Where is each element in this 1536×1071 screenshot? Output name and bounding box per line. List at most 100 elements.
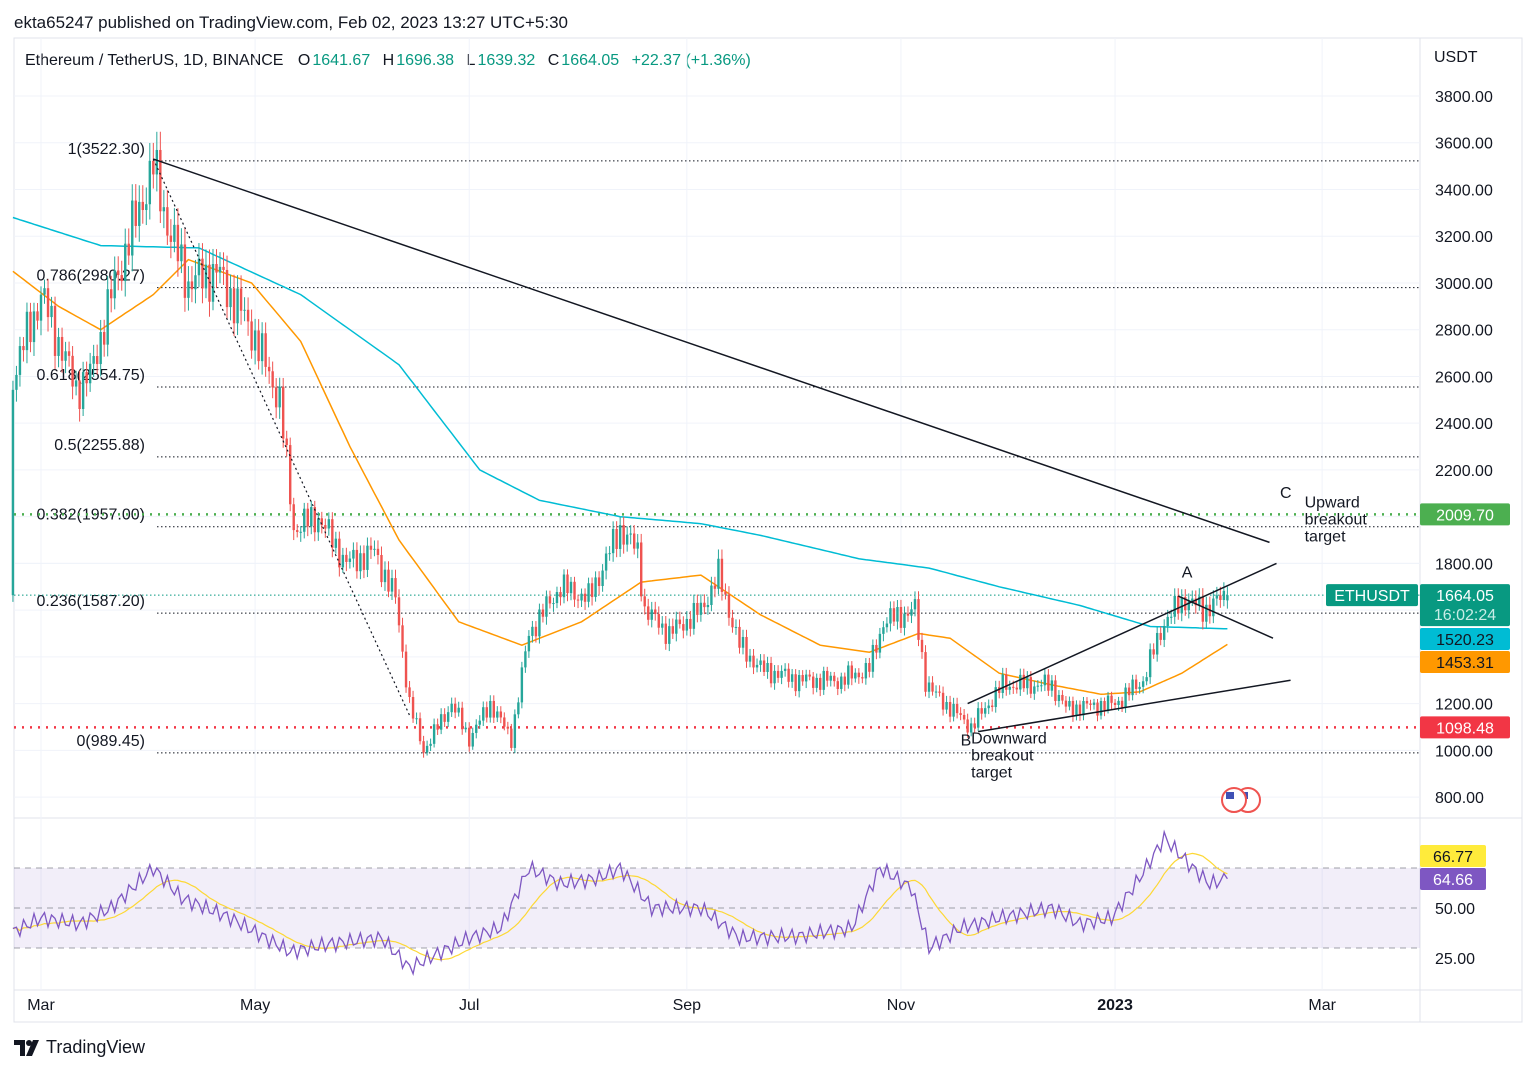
candle-body (527, 635, 531, 652)
last-price-badge-bg (1420, 584, 1510, 627)
candle-body (138, 201, 141, 226)
candle-body (727, 594, 731, 618)
symbol-legend: Ethereum / TetherUS, 1D, BINANCE O 1641.6… (25, 52, 759, 70)
candle-body (366, 545, 369, 570)
ma50-badge: 1453.31 (1436, 655, 1494, 672)
candle-body (520, 667, 524, 703)
green-level-badge: 2009.70 (1436, 507, 1494, 524)
candle-body (920, 639, 924, 653)
candle-body (913, 599, 917, 610)
candle-body (538, 609, 541, 637)
time-axis-label: Sep (673, 997, 702, 1014)
candle-body (696, 602, 699, 615)
candle-body (313, 507, 316, 533)
candle-body (1068, 700, 1071, 707)
candle-body (1163, 626, 1166, 640)
trend-line (967, 562, 1277, 705)
candle-body (1127, 687, 1131, 696)
candle-body (303, 508, 306, 532)
candle-body (306, 508, 309, 527)
price-axis-label: 3400.00 (1435, 182, 1493, 199)
candle-body (299, 531, 302, 533)
candle-body (815, 677, 818, 688)
candle-body (39, 294, 43, 321)
red-level-badge: 1098.48 (1436, 720, 1494, 737)
candle-body (1187, 601, 1190, 611)
candle-body (489, 700, 492, 718)
candle-body (601, 570, 604, 587)
fib-level-label: 0.382(1957.00) (36, 507, 145, 524)
candle-body (418, 718, 422, 742)
candle-body (208, 264, 211, 302)
candle-body (801, 675, 804, 682)
candle-body (752, 655, 755, 668)
tradingview-logo[interactable]: TradingView (14, 1037, 145, 1058)
low-label: L (466, 52, 476, 69)
candle-body (948, 701, 952, 717)
time-axis-label: Mar (27, 997, 55, 1014)
annotation-label: C (1280, 485, 1292, 502)
candle-body (46, 288, 50, 318)
candle-body (682, 624, 685, 631)
rsi-axis-label: 50.00 (1435, 901, 1475, 918)
candle-body (1166, 616, 1169, 627)
candle-body (1019, 674, 1022, 690)
candle-body (373, 548, 376, 550)
ma-line-200 (12, 216, 1228, 630)
candle-body (636, 542, 639, 549)
last-price-badge: 1664.05 (1436, 588, 1494, 605)
candle-body (380, 555, 383, 583)
candle-body (1226, 595, 1229, 601)
candle-body (25, 311, 29, 351)
candle-body (1208, 604, 1212, 617)
rsi-axis-label: 25.00 (1435, 951, 1475, 968)
candle-body (106, 289, 109, 345)
us-flag-icon (1221, 787, 1247, 813)
candle-body (625, 534, 629, 545)
candle-body (194, 275, 197, 290)
price-axis-label: 1200.00 (1435, 697, 1493, 714)
rsi-band (14, 868, 1420, 948)
candle-body (450, 703, 453, 713)
candle-body (854, 672, 857, 679)
candle-body (889, 608, 892, 624)
candle-body (260, 333, 264, 362)
candle-body (436, 724, 439, 730)
candle-body (545, 596, 548, 617)
candle-body (331, 519, 334, 548)
candle-body (794, 674, 797, 692)
candle-body (102, 332, 106, 345)
candle-body (657, 614, 660, 628)
candle-body (1001, 674, 1004, 693)
candle-body (917, 599, 920, 640)
candle-body (352, 549, 355, 559)
candle-body (1089, 703, 1092, 705)
candle-body (632, 533, 636, 549)
candle-body (1131, 679, 1134, 696)
brand-name: TradingView (46, 1037, 146, 1057)
red-level-badge-bg (1420, 716, 1510, 739)
candle-body (134, 200, 137, 226)
candle-body (706, 604, 710, 608)
candle-body (868, 663, 871, 672)
candle-body (836, 681, 839, 689)
candle-body (780, 670, 783, 678)
candle-body (1008, 686, 1011, 690)
price-axis-label: 800.00 (1435, 790, 1484, 807)
candle-body (1005, 674, 1008, 690)
candle-body (85, 372, 88, 384)
trend-line (1177, 595, 1274, 639)
price-axis-label: 3600.00 (1435, 136, 1493, 153)
candle-body (703, 602, 706, 608)
candle-body (745, 636, 748, 662)
candle-body (955, 703, 959, 714)
candle-body (1219, 595, 1222, 601)
candle-body (847, 665, 850, 685)
candle-body (1134, 679, 1138, 689)
candle-body (169, 235, 173, 242)
symbol-title[interactable]: Ethereum / TetherUS, 1D, BINANCE (25, 52, 284, 69)
candle-body (250, 321, 253, 351)
candle-body (910, 609, 913, 616)
candle-body (145, 204, 148, 211)
